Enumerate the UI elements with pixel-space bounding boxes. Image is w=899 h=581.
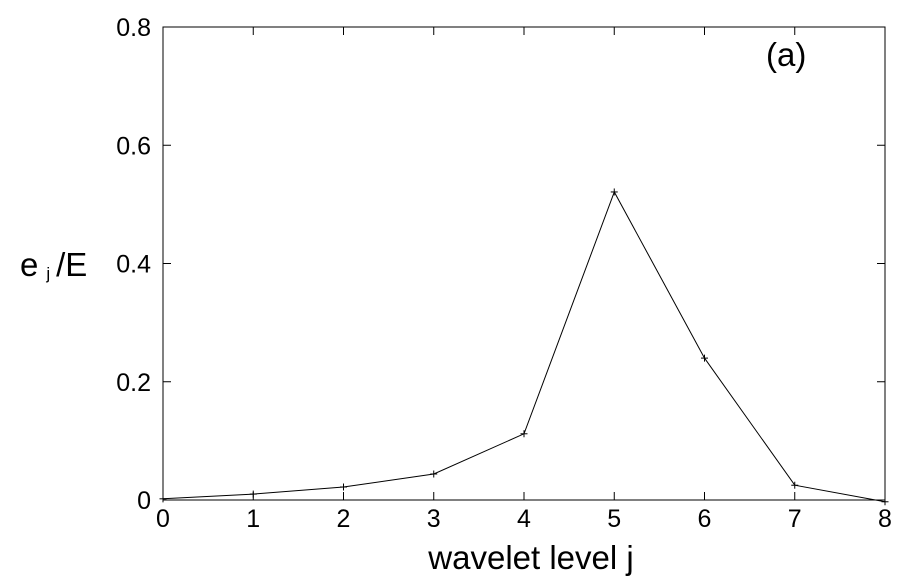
data-point-marker <box>701 354 708 362</box>
data-point-marker <box>791 481 799 489</box>
series-group <box>159 188 889 506</box>
x-tick-label: 8 <box>878 505 892 533</box>
tick-labels: 0 1 2 3 4 5 6 7 8 0 0.2 0.4 0.6 0.8 <box>116 14 892 533</box>
x-tick-label: 6 <box>698 505 712 533</box>
y-axis-title-suffix: /E <box>56 246 87 283</box>
panel-label: (a) <box>766 36 806 73</box>
data-point-marker <box>249 490 257 498</box>
y-axis-title: e j/E <box>20 246 87 283</box>
y-tick-label: 0.6 <box>116 132 151 160</box>
series-line <box>162 190 886 503</box>
x-tick-label: 1 <box>246 505 260 533</box>
plot-frame <box>162 26 886 501</box>
y-tick-label: 0 <box>137 487 151 515</box>
axis-ticks <box>162 26 886 501</box>
x-tick-label: 5 <box>607 505 621 533</box>
data-point-marker <box>430 470 438 478</box>
x-axis-title: wavelet level j <box>427 539 633 576</box>
y-tick-label: 0.8 <box>116 14 151 42</box>
y-tick-label: 0.2 <box>116 369 151 397</box>
x-tick-label: 3 <box>427 505 441 533</box>
x-tick-label: 0 <box>156 505 170 533</box>
x-tick-label: 7 <box>788 505 802 533</box>
y-axis-title-subscript: j <box>45 264 50 283</box>
y-axis-title-main: e <box>20 246 38 283</box>
data-point-marker <box>881 498 889 506</box>
x-tick-label: 2 <box>337 505 351 533</box>
x-tick-label: 4 <box>517 505 531 533</box>
y-tick-label: 0.4 <box>116 251 151 279</box>
data-point-marker <box>159 495 167 503</box>
data-point-marker <box>610 188 618 196</box>
data-point-marker <box>520 430 528 438</box>
data-point-marker <box>340 483 347 491</box>
